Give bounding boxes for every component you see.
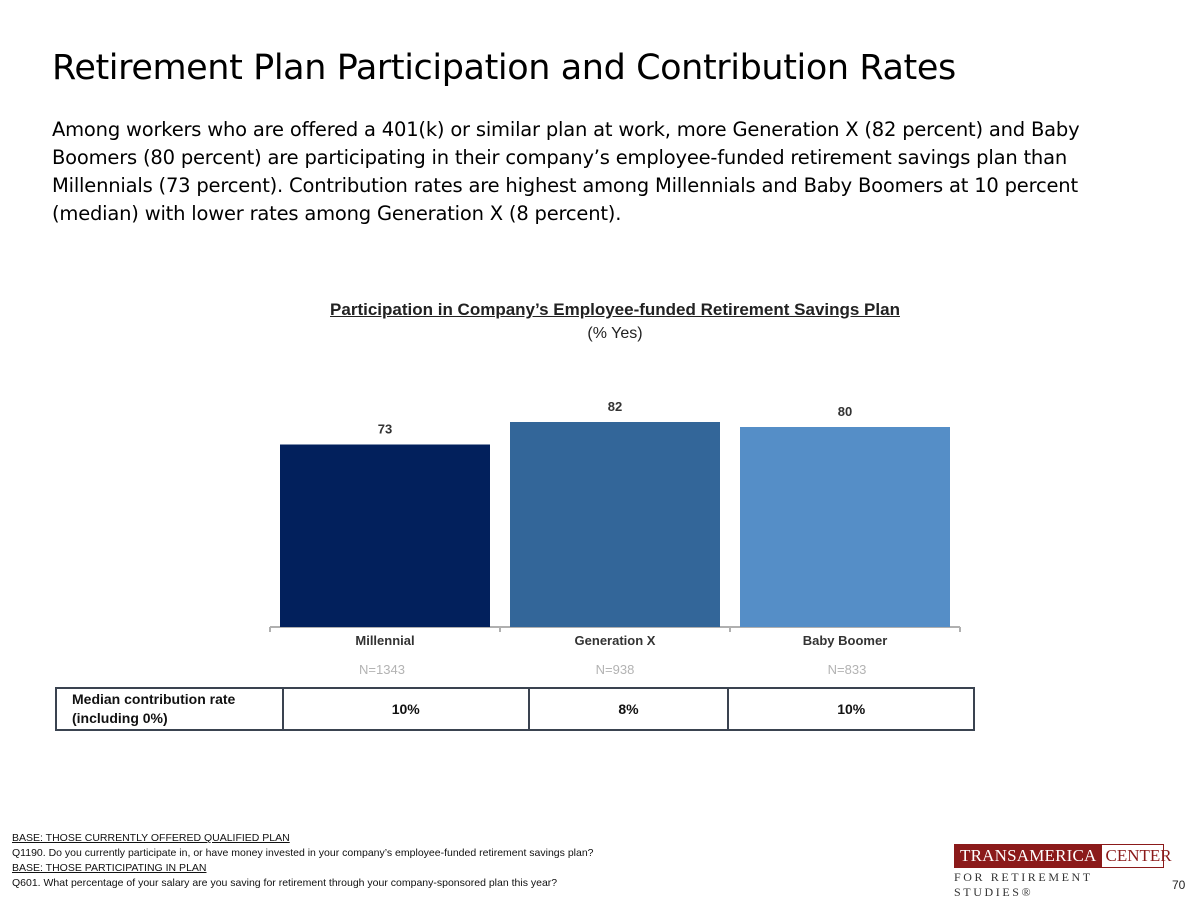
median-generation-x: 8% [527,687,730,731]
median-row-label: Median contribution rate (including 0%) [55,687,284,731]
data-label-generation-x: 82 [608,399,622,414]
median-contribution-table: Median contribution rate (including 0%) … [55,687,975,731]
page-number: 70 [1172,878,1186,892]
footnote-base-participating: BASE: THOSE PARTICIPATING IN PLAN [12,862,207,874]
data-label-millennial: 73 [378,422,392,437]
sample-size-millennial: N=1343 [359,662,405,677]
chart-subtitle: (% Yes) [587,325,643,342]
logo-tagline: FOR RETIREMENT STUDIES® [954,870,1093,899]
bar-baby-boomer [740,427,950,627]
logo-brand: TRANSAMERICA [955,845,1102,867]
tick-label-baby-boomer: Baby Boomer [803,633,888,648]
tick-label-generation-x: Generation X [575,633,656,648]
transamerica-logo: TRANSAMERICA CENTER FOR RETIREMENT STUDI… [954,844,1172,900]
intro-paragraph: Among workers who are offered a 401(k) o… [52,118,1080,225]
footnote-question-q601: Q601. What percentage of your salary are… [12,877,558,889]
chart-title: Participation in Company’s Employee-fund… [330,300,900,319]
median-baby-boomer: 10% [727,687,975,731]
median-millennial: 10% [282,687,530,731]
footnotes: BASE: THOSE CURRENTLY OFFERED QUALIFIED … [12,831,594,891]
sample-size-baby-boomer: N=833 [827,662,867,677]
bar-generation-x [510,422,720,627]
page-title: Retirement Plan Participation and Contri… [52,48,956,88]
footnote-question-q1190: Q1190. Do you currently participate in, … [12,847,594,859]
logo-center: CENTER [1105,846,1172,865]
footnote-base-offered: BASE: THOSE CURRENTLY OFFERED QUALIFIED … [12,832,290,844]
tick-label-millennial: Millennial [355,633,414,648]
table-row: Median contribution rate (including 0%) … [55,687,975,731]
data-label-baby-boomer: 80 [838,404,852,419]
bar-millennial [280,444,490,627]
sample-size-generation-x: N=938 [595,662,635,677]
